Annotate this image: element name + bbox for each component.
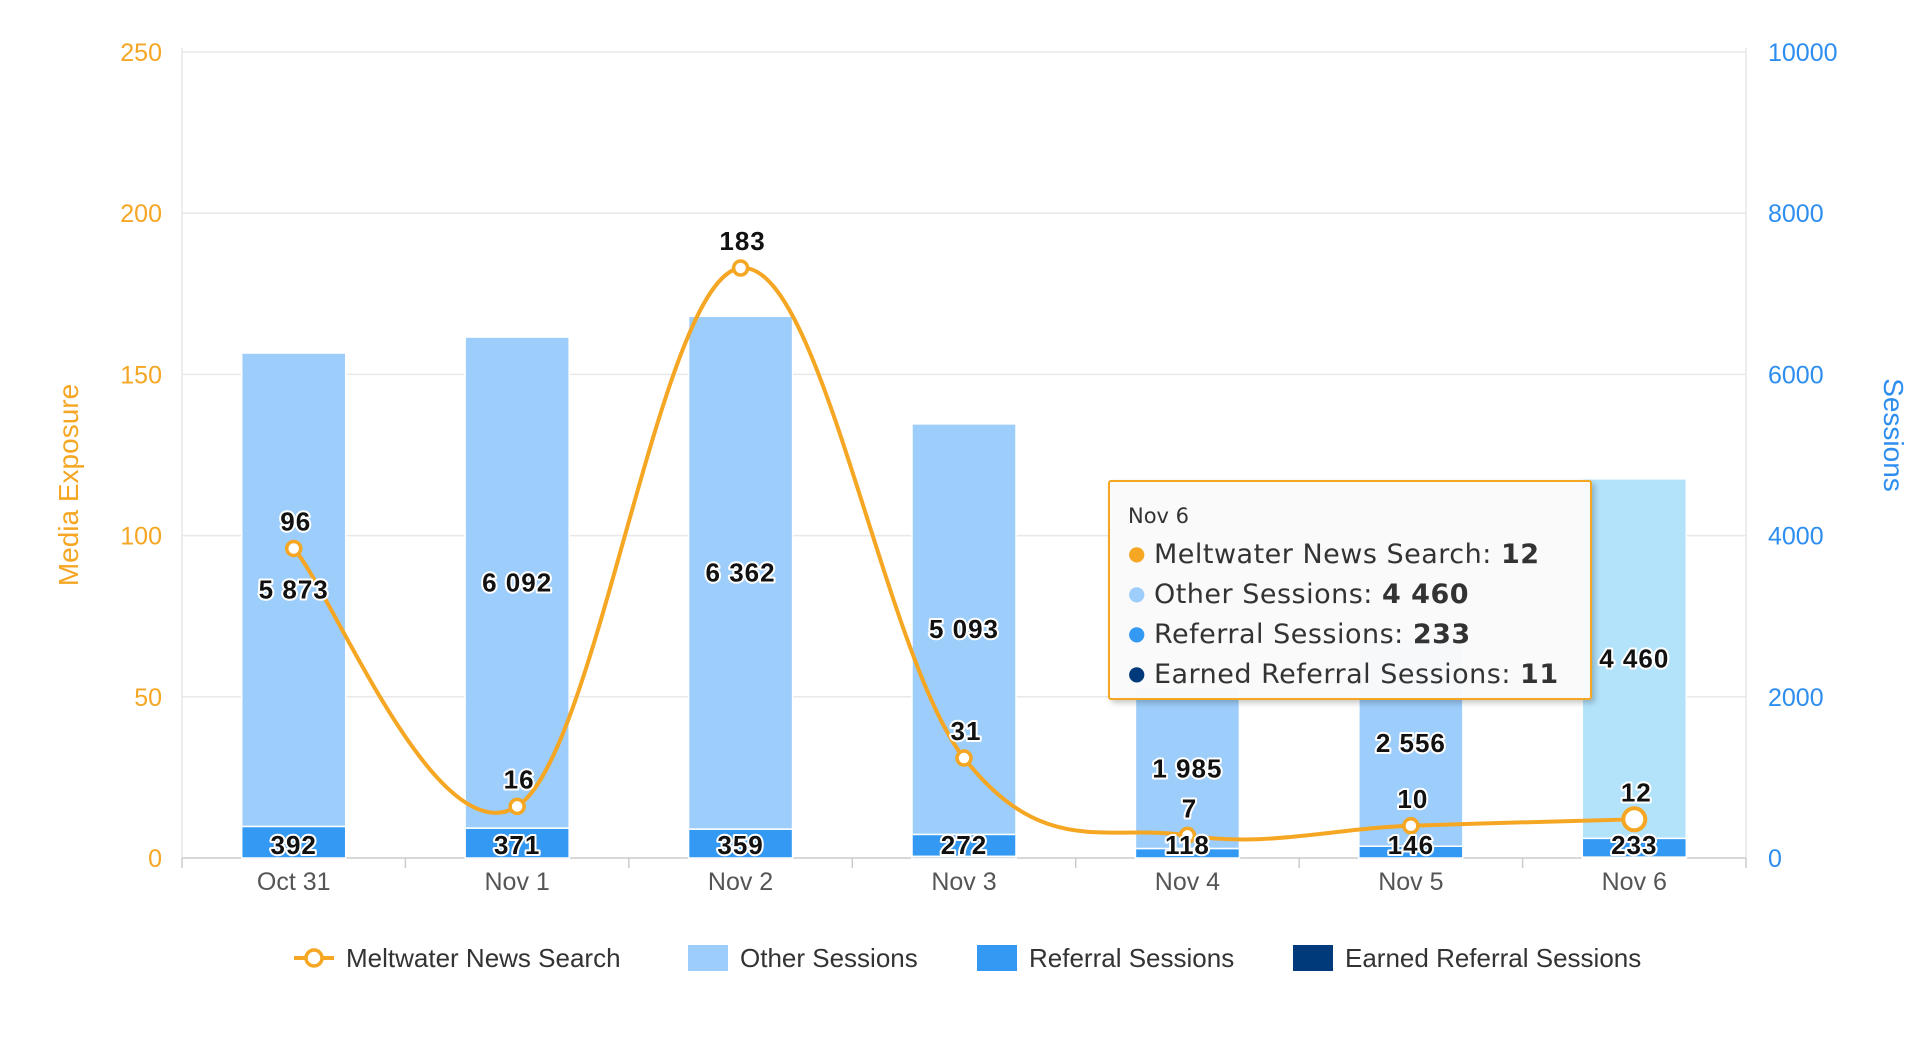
- referral-sessions-data-label: 392: [271, 830, 317, 860]
- y-left-tick-label: 200: [120, 200, 162, 228]
- x-tick-label: Nov 4: [1155, 868, 1220, 896]
- legend-item-label: Meltwater News Search: [346, 943, 621, 973]
- meltwater-news-search-data-label: 16: [504, 764, 535, 794]
- bar-other-sessions: [464, 336, 570, 829]
- tooltip-row-value: 4 460: [1381, 579, 1470, 610]
- bar-other-sessions: [1134, 687, 1241, 850]
- tooltip-row-name: Meltwater News Search: [1153, 539, 1483, 570]
- y-left-tick-label: 50: [134, 684, 162, 712]
- tooltip-row-name: Earned Referral Sessions: [1153, 659, 1502, 690]
- x-tick-label: Nov 1: [484, 868, 549, 896]
- tooltip-row-name: Referral Sessions: [1153, 619, 1395, 650]
- legend[interactable]: Meltwater News Search Other Sessions Refer…: [294, 943, 1641, 973]
- other-sessions-data-label: 2 556: [1376, 728, 1446, 758]
- meltwater-news-search-data-label: 183: [719, 226, 765, 256]
- tooltip-row: ● Earned Referral Sessions: 11: [1128, 659, 1559, 690]
- axes: 0 0 50 2000 100 4000 150 6000 200 8000 250 10000 Med…: [53, 39, 1909, 896]
- bar-referral-sessions: [464, 827, 570, 859]
- tooltip-row: ● Other Sessions: 4 460: [1128, 579, 1470, 610]
- tooltip-row-value: 12: [1500, 539, 1540, 570]
- meltwater-news-search-data-label: 12: [1621, 777, 1652, 807]
- tooltip-marker-icon: ●: [1128, 621, 1146, 645]
- bar-other-sessions: [1581, 478, 1688, 840]
- tooltip-row: ● Meltwater News Search: 12: [1128, 539, 1540, 570]
- tooltip-row-value: 11: [1520, 659, 1559, 690]
- meltwater-news-search-point: [955, 749, 973, 767]
- referral-sessions-data-label: 272: [941, 830, 987, 860]
- line-series: [284, 259, 1648, 845]
- meltwater-news-search-data-label: 7: [1182, 793, 1197, 823]
- bar-referral-sessions: [687, 828, 794, 859]
- meltwater-news-search-point: [1178, 826, 1197, 845]
- tooltip-row-name: Other Sessions: [1153, 579, 1364, 610]
- referral-sessions-data-label: 146: [1388, 830, 1434, 860]
- y-right-axis-title: Sessions: [1878, 378, 1909, 492]
- meltwater-news-search-data-label: 96: [280, 506, 311, 536]
- meltwater-news-search-data-label: 10: [1397, 784, 1428, 814]
- meltwater-news-search-point: [1402, 817, 1420, 835]
- tooltip-row-value: 233: [1412, 619, 1471, 650]
- meltwater-news-search-point: [1621, 806, 1648, 833]
- x-tick-label: Nov 2: [708, 868, 773, 896]
- legend-item-label: Other Sessions: [740, 943, 918, 973]
- other-sessions-data-label: 4 460: [1599, 644, 1669, 674]
- bar-other-sessions: [240, 352, 347, 828]
- meltwater-news-search-point: [731, 259, 750, 277]
- tooltip-row: ● Referral Sessions: 233: [1128, 619, 1471, 650]
- legend-swatch-icon: [977, 945, 1017, 971]
- data-labels: 392 5 873 371 6 092 359 6 362 272 5 093 118 1 985…: [257, 224, 1671, 862]
- legend-swatch-icon: [1293, 945, 1333, 971]
- y-left-tick-label: 0: [148, 845, 162, 873]
- tooltip-marker-icon: ●: [1128, 541, 1146, 565]
- y-left-tick-label: 250: [120, 39, 162, 67]
- y-left-tick-label: 150: [120, 361, 162, 389]
- referral-sessions-data-label: 233: [1611, 830, 1657, 860]
- legend-item-label: Referral Sessions: [1029, 943, 1234, 973]
- bars: [240, 315, 1688, 859]
- legend-swatch-icon: [688, 945, 728, 971]
- y-right-tick-label: 2000: [1768, 684, 1824, 712]
- legend-marker-icon: [304, 948, 324, 968]
- meltwater-news-search-point: [284, 539, 303, 558]
- other-sessions-data-label: 1 985: [1152, 753, 1222, 783]
- meltwater-news-search-data-label: 31: [951, 716, 982, 746]
- tooltip-marker-icon: ●: [1128, 661, 1146, 685]
- meltwater-news-search-point: [508, 797, 526, 816]
- y-left-tick-label: 100: [120, 523, 162, 551]
- x-tick-label: Nov 3: [931, 868, 996, 896]
- bar-other-sessions: [687, 315, 794, 830]
- x-tick-label: Nov 5: [1378, 868, 1443, 896]
- tooltip-marker-icon: ●: [1128, 581, 1146, 605]
- y-right-tick-label: 8000: [1768, 200, 1824, 228]
- other-sessions-data-label: 6 092: [482, 568, 552, 598]
- y-left-axis-title: Media Exposure: [53, 384, 84, 586]
- y-right-tick-label: 4000: [1768, 523, 1824, 551]
- x-tick-label: Nov 6: [1602, 868, 1667, 896]
- y-right-tick-label: 6000: [1768, 361, 1824, 389]
- y-right-tick-label: 10000: [1768, 39, 1838, 67]
- legend-item-label: Earned Referral Sessions: [1345, 943, 1641, 973]
- other-sessions-data-label: 6 362: [706, 558, 776, 588]
- other-sessions-data-label: 5 093: [929, 614, 999, 644]
- tooltip: Nov 6 ● Meltwater News Search: 12 ● Other …: [1108, 480, 1592, 700]
- x-tick-label: Oct 31: [257, 868, 331, 896]
- other-sessions-data-label: 5 873: [259, 575, 329, 605]
- referral-sessions-data-label: 118: [1165, 830, 1210, 860]
- y-right-tick-label: 0: [1768, 845, 1782, 873]
- referral-sessions-data-label: 359: [717, 830, 763, 860]
- tooltip-title: Nov 6: [1128, 504, 1190, 528]
- referral-sessions-data-label: 371: [494, 830, 540, 860]
